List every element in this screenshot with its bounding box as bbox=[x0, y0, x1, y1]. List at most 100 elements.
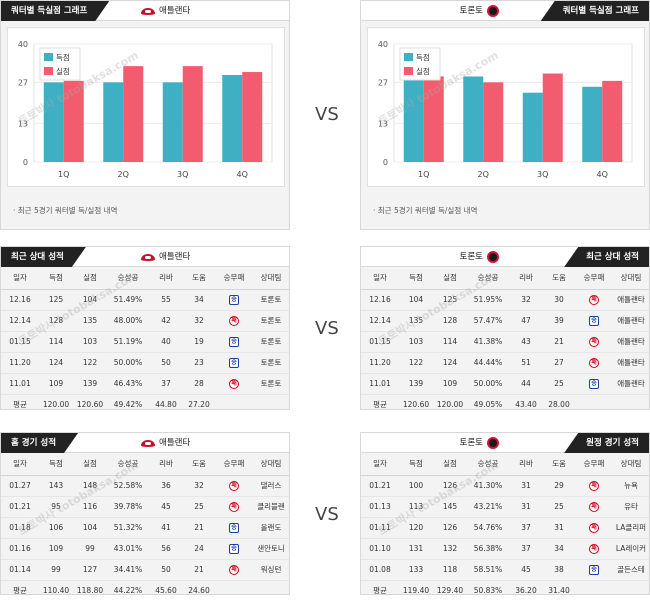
cell-pts: 104 bbox=[399, 289, 433, 311]
recent-table-right: 일자 득점 실점 승성공 리바 도움 승무패 상대팀 12.16 104 125 51.95% 32 30… bbox=[361, 267, 649, 415]
cell-pct: 48.00% bbox=[107, 310, 149, 332]
result-badge: 패 bbox=[589, 481, 599, 491]
cell-ast: 38 bbox=[543, 559, 575, 581]
cell-team: 올랜도 bbox=[253, 517, 289, 539]
table-row: 01.10 131 132 56.38% 37 34 패 LA레이커 bbox=[361, 538, 649, 560]
cell-pts: 95 bbox=[39, 496, 73, 518]
avg-reb: 45.60 bbox=[155, 586, 177, 596]
x-tick-label: 1Q bbox=[58, 170, 69, 179]
cell-opp: 125 bbox=[433, 289, 467, 311]
avg-ast: 24.60 bbox=[188, 586, 210, 596]
column-header: 도움 bbox=[183, 453, 215, 476]
cell-pts: 106 bbox=[39, 517, 73, 539]
column-header: 승성공 bbox=[107, 453, 149, 476]
column-header: 일자 bbox=[1, 453, 39, 476]
avg-pts: 120.60 bbox=[402, 400, 430, 410]
column-header: 리바 bbox=[149, 267, 183, 290]
bar-allowed bbox=[63, 80, 84, 162]
result-badge: 승 bbox=[229, 295, 239, 305]
cell-date: 11.01 bbox=[361, 373, 399, 395]
result-badge: 패 bbox=[229, 316, 239, 326]
avg-ast: 28.00 bbox=[548, 400, 570, 410]
result-badge: 승 bbox=[229, 523, 239, 533]
table-header-row: 일자 득점 실점 승성공 리바 도움 승무패 상대팀 bbox=[361, 453, 649, 476]
cell-pct: 58.51% bbox=[467, 559, 509, 581]
legend-label: 실점 bbox=[416, 66, 430, 76]
column-header: 득점 bbox=[39, 453, 73, 476]
x-tick-label: 4Q bbox=[597, 170, 608, 179]
cell-date: 01.21 bbox=[1, 496, 39, 518]
chart-note: · 최근 5경기 쿼터별 득/실점 내역 bbox=[373, 205, 477, 216]
cell-pct: 39.78% bbox=[107, 496, 149, 518]
avg-pts: 110.40 bbox=[42, 586, 70, 596]
table-row: 01.11 120 126 54.76% 37 31 패 LA클리퍼 bbox=[361, 517, 649, 539]
cell-ast: 28 bbox=[183, 373, 215, 395]
avg-team bbox=[613, 394, 649, 415]
bar-scored bbox=[162, 82, 183, 162]
column-header: 도움 bbox=[543, 267, 575, 290]
column-header: 상대팀 bbox=[613, 453, 649, 476]
cell-pts: 125 bbox=[39, 289, 73, 311]
bar-scored bbox=[463, 76, 484, 162]
cell-ast: 32 bbox=[183, 475, 215, 497]
avg-pct: 44.22% bbox=[113, 586, 143, 596]
x-tick-label: 3Q bbox=[537, 170, 548, 179]
result-cell: 패 bbox=[215, 475, 253, 497]
cell-opp: 103 bbox=[73, 331, 107, 353]
cell-reb: 40 bbox=[149, 331, 183, 353]
cell-date: 01.18 bbox=[1, 517, 39, 539]
cell-pts: 135 bbox=[399, 310, 433, 332]
cell-team: 샌안토니 bbox=[253, 538, 289, 560]
home-table: 일자 득점 실점 승성공 리바 도움 승무패 상대팀 01.27 143 148 52.58% 36 32… bbox=[1, 453, 289, 601]
cell-reb: 43 bbox=[509, 331, 543, 353]
result-cell: 승 bbox=[215, 517, 253, 539]
chart-note-text: 최근 5경기 쿼터별 득/실점 내역 bbox=[377, 206, 478, 215]
table-row: 01.14 99 127 34.41% 50 21 패 워싱턴 bbox=[1, 559, 289, 581]
result-cell: 승 bbox=[575, 310, 613, 332]
result-badge: 승 bbox=[229, 337, 239, 347]
bullet-icon: · bbox=[373, 206, 378, 215]
cell-date: 12.14 bbox=[361, 310, 399, 332]
column-header: 도움 bbox=[183, 267, 215, 290]
cell-reb: 55 bbox=[149, 289, 183, 311]
cell-date: 11.20 bbox=[361, 352, 399, 374]
away-table: 일자 득점 실점 승성공 리바 도움 승무패 상대팀 01.21 100 126 41.30% 31 29… bbox=[361, 453, 649, 601]
chart-box: 0 13 27 40 1Q 2Q 3Q 4Q 득점 실점 bbox=[367, 27, 645, 187]
cell-team: 뉴욕 bbox=[613, 475, 649, 497]
cell-ast: 21 bbox=[183, 559, 215, 581]
panel-tab-title: 홈 경기 성적 bbox=[1, 433, 78, 453]
bar-allowed bbox=[602, 80, 623, 162]
cell-pct: 41.38% bbox=[467, 331, 509, 353]
cell-ast: 27 bbox=[543, 352, 575, 374]
bar-allowed bbox=[123, 66, 144, 162]
cell-reb: 32 bbox=[509, 289, 543, 311]
cell-pts: 143 bbox=[39, 475, 73, 497]
cell-date: 01.13 bbox=[361, 496, 399, 518]
table-row: 11.01 109 139 46.43% 37 28 패 토론토 bbox=[1, 373, 289, 395]
legend-label: 실점 bbox=[56, 66, 70, 76]
chart-box: 0 13 27 40 1Q 2Q 3Q 4Q 득점 실점 bbox=[7, 27, 285, 187]
avg-opp: 120.00 bbox=[436, 400, 464, 410]
bar-allowed bbox=[483, 82, 504, 162]
cell-date: 01.11 bbox=[361, 517, 399, 539]
avg-reb: 36.20 bbox=[515, 586, 537, 596]
cell-team: 토론토 bbox=[253, 373, 289, 395]
column-header: 실점 bbox=[73, 453, 107, 476]
cell-pts: 122 bbox=[399, 352, 433, 374]
column-header: 일자 bbox=[361, 267, 399, 290]
cell-reb: 37 bbox=[149, 373, 183, 395]
avg-ast: 31.40 bbox=[548, 586, 570, 596]
result-badge: 패 bbox=[589, 295, 599, 305]
cell-reb: 45 bbox=[509, 559, 543, 581]
cell-pts: 131 bbox=[399, 538, 433, 560]
bar-scored bbox=[43, 82, 64, 162]
cell-team: 골든스테 bbox=[613, 559, 649, 581]
average-row: 평균 119.40 129.40 50.83% 36.20 31.40 bbox=[361, 580, 649, 601]
result-badge: 승 bbox=[589, 379, 599, 389]
result-cell: 패 bbox=[575, 517, 613, 539]
table-row: 01.27 143 148 52.58% 36 32 패 댈러스 bbox=[1, 475, 289, 497]
result-cell: 승 bbox=[215, 538, 253, 560]
y-tick-label: 40 bbox=[378, 40, 388, 49]
x-tick-label: 2Q bbox=[478, 170, 489, 179]
cell-reb: 56 bbox=[149, 538, 183, 560]
